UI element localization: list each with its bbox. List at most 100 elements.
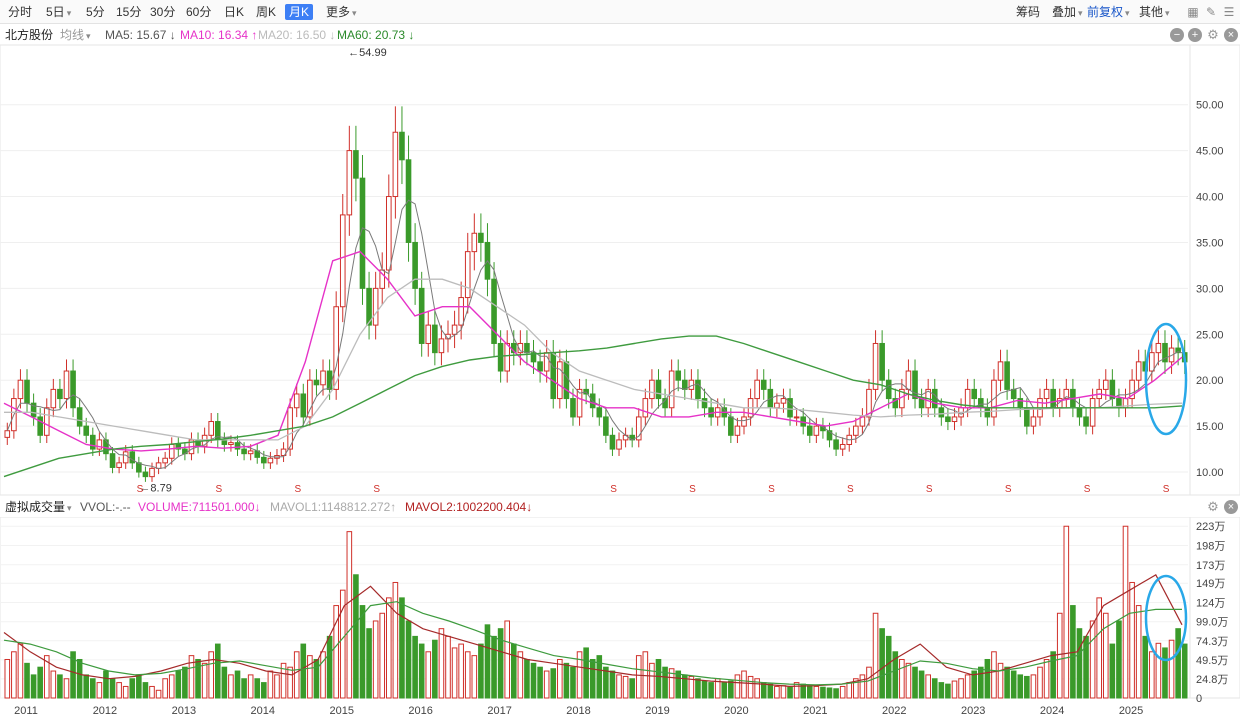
volume-bar (1135, 605, 1142, 699)
candle-body (774, 402, 780, 409)
candle-body (1129, 379, 1135, 400)
volume-tick-label: 74.3万 (1196, 636, 1228, 648)
period-tab-3[interactable]: 15分 (116, 5, 142, 19)
period-tab-1[interactable]: 5日 ▾ (46, 5, 72, 19)
mavol2-line (3, 601, 1182, 686)
period-tab-8[interactable]: 月K (285, 4, 314, 20)
candle-body (24, 379, 30, 404)
volume-tick-label: 173万 (1196, 560, 1225, 572)
volume-bar (563, 662, 570, 699)
price-tick-label: 10.00 (1196, 467, 1224, 479)
close-icon[interactable]: × (1224, 28, 1238, 42)
volume-bar (635, 655, 642, 699)
volume-bar (300, 643, 307, 699)
volume-bar (866, 666, 872, 699)
candle-body (754, 379, 760, 400)
volume-bar (208, 651, 215, 699)
candle-body (1030, 416, 1037, 427)
volume-bar (918, 670, 925, 699)
candle-body (918, 398, 925, 409)
candle-body (1149, 352, 1155, 372)
period-tab-9[interactable]: 更多 ▾ (326, 5, 357, 19)
candle-body (833, 439, 839, 450)
volume-bar (103, 670, 109, 699)
mavol1-line (3, 573, 1183, 688)
minus-icon[interactable]: − (1170, 28, 1184, 42)
ma-type-select[interactable]: 均线 ▾ (60, 28, 91, 42)
period-tab-5[interactable]: 60分 (186, 5, 212, 19)
plus-icon[interactable]: + (1188, 28, 1202, 42)
volume-bar (859, 674, 866, 699)
volume-bar (1043, 658, 1050, 699)
volume-bar (17, 643, 24, 699)
period-tab-7[interactable]: 周K (256, 5, 277, 19)
candle-body (57, 388, 63, 400)
volume-bar (234, 670, 241, 699)
volume-bar (24, 662, 30, 699)
volume-bar (1010, 670, 1017, 699)
volume-tick-label: 124万 (1196, 597, 1225, 609)
volume-bar (228, 674, 234, 699)
candles-layer (4, 106, 1188, 482)
volume-bar (1109, 643, 1116, 699)
x-tick-label: 2014 (251, 705, 275, 717)
candle-body (741, 416, 747, 427)
volume-bar (668, 668, 675, 699)
period-tab-0[interactable]: 分时 (8, 5, 33, 19)
s-marker: S (216, 484, 223, 495)
gear-icon[interactable]: ⚙ (1207, 27, 1219, 42)
grid-icon[interactable]: ▦ (1187, 5, 1199, 19)
volume-tick-label: 99.0万 (1196, 617, 1228, 629)
period-tab-6[interactable]: 日K (224, 5, 245, 19)
volume-tick-label: 149万 (1196, 578, 1225, 590)
candle-body (168, 443, 175, 459)
ma5-line (6, 199, 1185, 470)
volume-bar (879, 628, 885, 699)
volume-bar (136, 674, 142, 699)
candle-body (307, 379, 313, 418)
pencil-icon[interactable]: ✎ (1205, 5, 1217, 19)
candle-body (1102, 379, 1109, 390)
s-marker: S (926, 484, 933, 495)
candle-body (392, 131, 399, 198)
toolbar-right-0[interactable]: 筹码 (1016, 5, 1041, 19)
volume-bar (464, 651, 471, 699)
volume-bar (293, 651, 300, 699)
stock-name: 北方股份 (5, 28, 54, 42)
candle-body (471, 232, 478, 253)
candle-body (866, 388, 872, 418)
s-marker: S (610, 484, 617, 495)
volume-bar (1037, 666, 1043, 699)
volume-bar (708, 682, 714, 699)
menu-icon[interactable]: ☰ (1223, 5, 1235, 19)
candle-body (1135, 361, 1142, 381)
candle-body (103, 439, 109, 455)
candle-body (247, 450, 254, 455)
candle-body (616, 439, 622, 450)
toolbar-right-3[interactable]: 其他 ▾ (1139, 5, 1170, 19)
price-tick-label: 50.00 (1196, 100, 1224, 112)
volume-bar (655, 658, 662, 699)
volume-gear-icon[interactable]: ⚙ (1207, 499, 1219, 514)
volume-bar (596, 655, 603, 699)
volume-bar (1076, 628, 1083, 699)
volume-bar (1063, 525, 1070, 699)
candle-body (530, 352, 537, 363)
candle-body (4, 430, 11, 438)
volume-indicator-select[interactable]: 虚拟成交量 ▾ (5, 500, 72, 514)
candle-body (175, 443, 182, 450)
period-tab-4[interactable]: 30分 (150, 5, 176, 19)
toolbar-right-1[interactable]: 叠加 ▾ (1052, 5, 1083, 19)
ma60-value: MA60: 20.73 ↓ (337, 28, 415, 42)
volume-bar (517, 651, 524, 699)
volume-close-icon[interactable]: × (1224, 500, 1238, 514)
candle-body (793, 416, 800, 419)
volume-bar (116, 682, 122, 699)
candle-body (609, 434, 616, 450)
s-marker: S (768, 484, 775, 495)
candle-body (1076, 407, 1083, 418)
candle-body (333, 306, 339, 390)
period-tab-2[interactable]: 5分 (86, 5, 105, 19)
mavol2-value: MAVOL2:1002200.404↓ (405, 500, 533, 514)
toolbar-right-2[interactable]: 前复权 ▾ (1087, 5, 1130, 19)
